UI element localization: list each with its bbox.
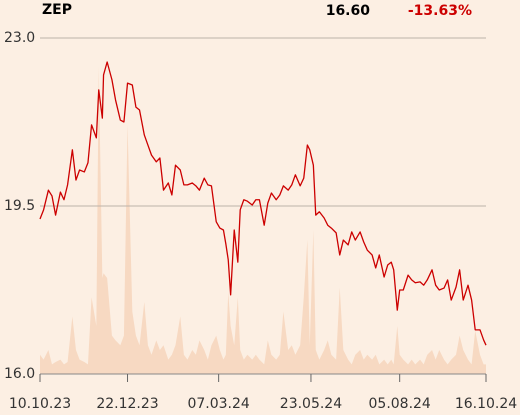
y-tick-label: 19.5 xyxy=(4,198,35,214)
x-tick-label: 05.08.24 xyxy=(369,396,431,412)
x-tick-label: 16.10.24 xyxy=(455,396,517,412)
price-change: -13.63% xyxy=(408,3,472,19)
chart-title: ZEP xyxy=(42,2,72,18)
volume-area xyxy=(40,66,486,375)
x-tick-label: 23.05.24 xyxy=(280,396,342,412)
price-line xyxy=(39,61,487,346)
y-tick-label: 16.0 xyxy=(4,366,35,382)
last-price: 16.60 xyxy=(326,3,371,19)
x-tick-label: 22.12.23 xyxy=(96,396,158,412)
x-tick-label: 10.10.23 xyxy=(9,396,71,412)
y-tick-label: 23.0 xyxy=(4,30,35,46)
x-tick-label: 07.03.24 xyxy=(187,396,249,412)
